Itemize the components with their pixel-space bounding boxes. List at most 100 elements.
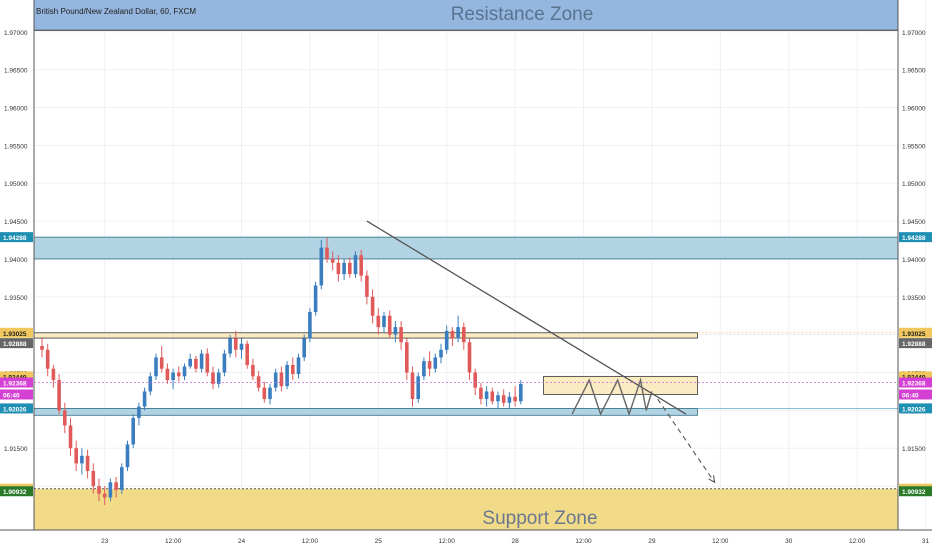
price-marker-left [0,486,33,497]
y-tick-label-left: 1.91500 [4,446,28,453]
x-tick-label: 30 [785,538,793,545]
price-marker-left [0,403,33,414]
candle-body [433,357,438,369]
price-marker-left [0,327,33,338]
y-tick-label-left: 1.96000 [4,106,28,113]
candle-body [142,391,147,407]
zone-yellow-box [543,375,698,395]
y-tick-label-left: 1.96500 [4,68,28,75]
candle-body [114,482,118,490]
drawings [34,220,898,484]
candle-body [177,372,181,377]
price-marker-left [0,338,33,349]
zone-upper-blue [33,236,899,260]
candle-body [427,361,432,369]
candle-body [262,387,267,400]
zones [33,0,899,530]
y-tick-label-left: 1.94500 [4,219,28,226]
candle-body [490,391,495,402]
candle-body [348,262,352,275]
zigzag-projection [571,377,653,417]
y-tick-label-left: 1.93500 [4,295,28,302]
candle-body [507,396,512,403]
candle-body [171,372,175,381]
x-tick-label: 28 [511,538,519,545]
price-marker-label-left: 1.93025 [3,331,27,338]
candle-body [102,493,107,498]
price-marker-left [0,371,33,382]
candle-body [68,425,73,449]
candle-body [182,366,187,377]
x-tick-label: 29 [648,538,656,545]
candle-body [91,470,96,487]
price-marker-right [899,232,932,243]
candle-body [319,247,324,286]
candle-body [245,343,249,365]
candle-body [159,357,164,369]
y-tick-label-right: 1.93500 [902,295,926,302]
price-marker-label-right: 1.92888 [902,341,926,348]
price-marker-right [899,389,932,400]
price-marker-label-left: 06:40 [3,392,20,399]
y-tick-label-right: 1.97000 [902,30,926,37]
candle-body [308,311,312,339]
zone-support [34,488,898,530]
candle-body [63,410,67,426]
x-tick-label: 12:00 [302,538,319,545]
y-tick-label-right: 1.91500 [902,446,926,453]
y-tick-label-right: 1.96000 [902,106,926,113]
price-marker-label-right: 1.94288 [902,235,926,242]
candle-body [80,455,84,464]
price-marker-label-right: 1.93025 [902,331,926,338]
candle-body [376,315,381,328]
candle-body [479,387,483,400]
candle-body [45,349,50,369]
candles [40,237,523,506]
support-zone-label: Support Zone [482,508,597,529]
y-tick-label-right: 1.94000 [902,257,926,264]
y-tick-label-left: 1.97000 [4,30,28,37]
y-tick-label-right: 1.95500 [902,143,926,150]
candle-body [330,258,335,263]
candle-body [85,455,90,471]
price-markers: 1.94288 1.94288 1.93025 1.93025 1.92888 1.928… [0,232,932,497]
candle-body [222,353,227,373]
candle-body [399,327,403,343]
candle-body [359,255,363,276]
candle-body [291,364,295,375]
x-tick-label: 12:00 [849,538,866,545]
candle-body [302,338,306,358]
price-marker-left [0,377,33,388]
y-tick-label-left: 1.94000 [4,257,28,264]
y-tick-label-left: 1.95000 [4,181,28,188]
candle-body [473,372,477,388]
y-tick-label-left: 1.95500 [4,143,28,150]
candle-body [268,387,272,400]
price-marker-right [899,377,932,388]
candle-body [382,315,386,328]
price-marker-label-right: 1.92368 [902,381,926,388]
candle-body [353,255,358,275]
price-marker-label-right: 1.92026 [902,406,926,413]
price-marker-label-left: 1.90932 [3,489,27,496]
candle-body [125,444,130,468]
candle-body [216,372,221,384]
candle-body [228,338,232,354]
candle-body [519,383,523,402]
candle-body [57,380,61,411]
x-tick-label: 12:00 [575,538,592,545]
candle-body [256,376,261,388]
candle-body [154,357,158,377]
x-tick-label: 12:00 [712,538,729,545]
candle-body [108,482,113,498]
candle-body [188,358,192,367]
candle-body [131,417,135,445]
chart-title: British Pound/New Zealand Dollar, 60, FX… [36,7,196,16]
price-marker-left [0,232,33,243]
y-tick-label-right: 1.94500 [902,219,926,226]
candle-body [484,391,489,400]
candle-body [336,262,341,275]
x-tick-label: 12:00 [439,538,456,545]
